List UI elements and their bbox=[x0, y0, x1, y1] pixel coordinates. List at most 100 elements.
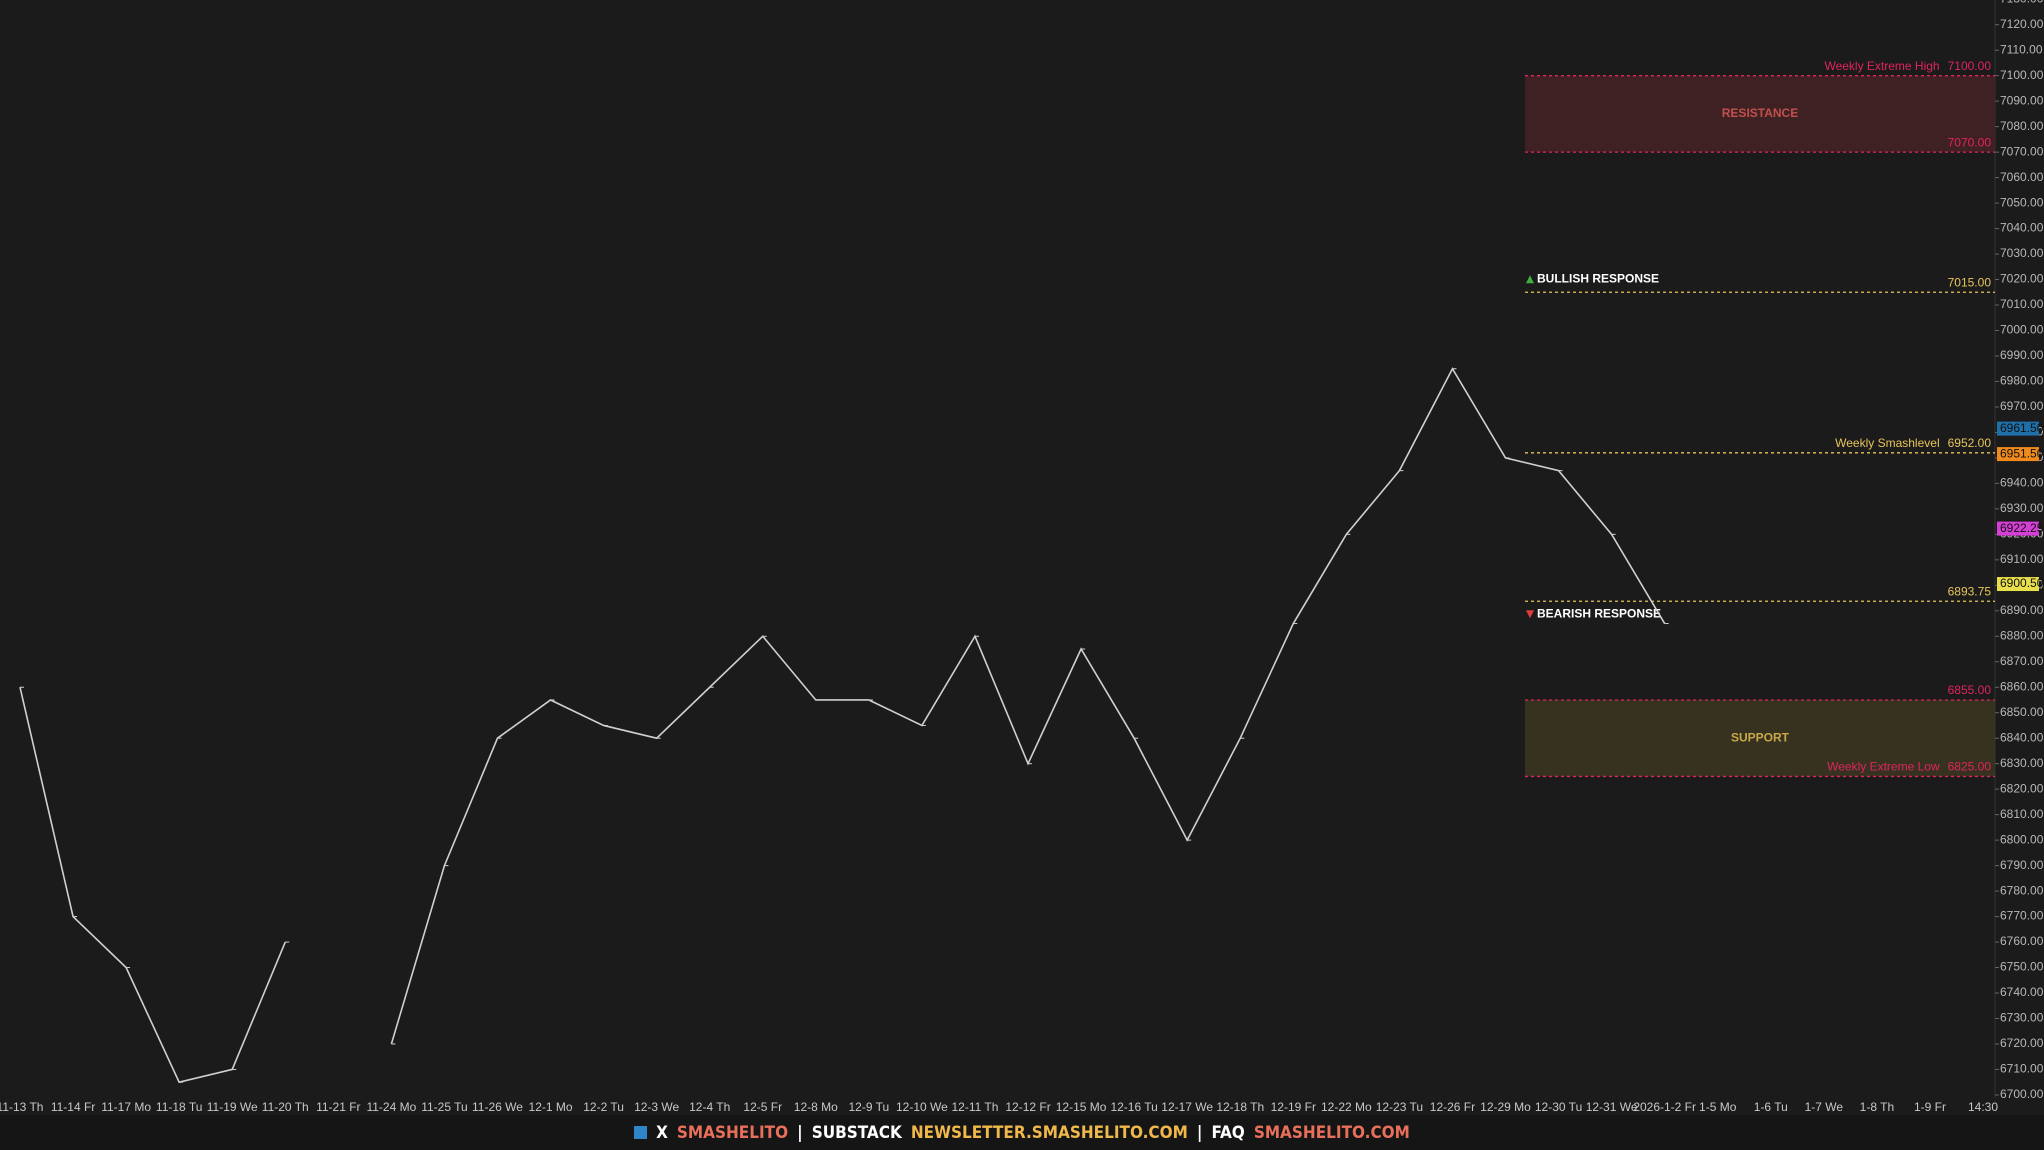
y-tick-label: 6750.00 bbox=[2000, 960, 2044, 974]
level-value: 6893.75 bbox=[1948, 584, 1992, 598]
y-tick-label: 6760.00 bbox=[2000, 934, 2044, 948]
level-value: 7100.00 bbox=[1948, 59, 1992, 73]
y-tick-label: 6740.00 bbox=[2000, 985, 2044, 999]
x-tick-label: 12-5 Fr bbox=[743, 1100, 782, 1114]
y-tick-label: 7040.00 bbox=[2000, 221, 2044, 235]
y-tick-label: 6820.00 bbox=[2000, 781, 2044, 795]
y-tick-label: 7090.00 bbox=[2000, 93, 2044, 107]
y-tick-label: 7030.00 bbox=[2000, 246, 2044, 260]
footer-text: X bbox=[656, 1122, 668, 1143]
response-marker bbox=[1526, 610, 1534, 619]
level-name: Weekly Extreme High bbox=[1824, 59, 1939, 73]
level-name: Weekly Smashlevel bbox=[1835, 436, 1939, 450]
x-tick-label: 12-10 We bbox=[896, 1100, 948, 1114]
price-tag-label: 6922.25 bbox=[2000, 521, 2044, 535]
y-tick-label: 6880.00 bbox=[2000, 628, 2044, 642]
price-tag-label: 6900.50 bbox=[2000, 576, 2044, 590]
x-tick-label: 1-6 Tu bbox=[1754, 1100, 1788, 1114]
footer-text: NEWSLETTER.SMASHELITO.COM bbox=[910, 1122, 1188, 1143]
x-tick-label: 11-18 Tu bbox=[156, 1100, 202, 1114]
y-tick-label: 7100.00 bbox=[2000, 68, 2044, 82]
x-tick-label: 1-9 Fr bbox=[1914, 1100, 1946, 1114]
x-tick-label: 12-15 Mo bbox=[1056, 1100, 1107, 1114]
y-tick-label: 6940.00 bbox=[2000, 476, 2044, 490]
x-tick-label: 2026-1-2 Fr bbox=[1633, 1100, 1696, 1114]
x-tick-label: 12-31 We bbox=[1586, 1100, 1638, 1114]
x-tick-label: 11-26 We bbox=[472, 1100, 523, 1114]
x-tick-label: 1-7 We bbox=[1805, 1100, 1844, 1114]
x-tick-label: 12-4 Th bbox=[689, 1100, 730, 1114]
price-tag bbox=[1997, 421, 2039, 436]
y-tick-label: 6780.00 bbox=[2000, 883, 2044, 897]
x-tick-label: 12-17 We bbox=[1161, 1100, 1213, 1114]
x-tick-label: 12-22 Mo bbox=[1321, 1100, 1372, 1114]
footer-text: | bbox=[1196, 1122, 1203, 1143]
level-value: 7015.00 bbox=[1948, 275, 1992, 289]
y-tick-label: 7130.00 bbox=[2000, 0, 2044, 5]
y-tick-label: 6830.00 bbox=[2000, 756, 2044, 770]
x-tick-label: 12-26 Fr bbox=[1430, 1100, 1475, 1114]
x-tick-label: 12-9 Tu bbox=[849, 1100, 890, 1114]
price-tag-label: 6951.50 bbox=[2000, 446, 2044, 460]
x-tick-label: 11-21 Fr bbox=[316, 1100, 360, 1114]
x-tick-label: 12-12 Fr bbox=[1005, 1100, 1050, 1114]
x-tick-label: 12-18 Th bbox=[1216, 1100, 1264, 1114]
price-tag bbox=[1997, 577, 2039, 592]
price-tag bbox=[1997, 447, 2039, 462]
x-tick-label: 11-19 We bbox=[207, 1100, 258, 1114]
zone bbox=[1525, 75, 1995, 153]
level-value: 7070.00 bbox=[1948, 135, 1992, 149]
y-tick-label: 7010.00 bbox=[2000, 297, 2044, 311]
zone bbox=[1525, 699, 1995, 777]
x-tick-label: 12-11 Th bbox=[952, 1100, 999, 1114]
x-tick-label: 11-25 Tu bbox=[421, 1100, 467, 1114]
footer-text: SMASHELITO bbox=[676, 1122, 789, 1143]
level-value: 6825.00 bbox=[1948, 760, 1992, 774]
y-tick-label: 6840.00 bbox=[2000, 730, 2044, 744]
level-value: 6952.00 bbox=[1948, 436, 1992, 450]
y-tick-label: 6770.00 bbox=[2000, 909, 2044, 923]
y-tick-label: 6700.00 bbox=[2000, 1087, 2044, 1101]
y-tick-label: 7070.00 bbox=[2000, 144, 2044, 158]
x-tick-label: 12-8 Mo bbox=[794, 1100, 838, 1114]
y-tick-label: 7110.00 bbox=[2000, 42, 2043, 56]
y-tick-label: 6850.00 bbox=[2000, 705, 2044, 719]
background bbox=[0, 0, 2044, 1115]
y-tick-label: 6710.00 bbox=[2000, 1062, 2044, 1076]
response-label: BEARISH RESPONSE bbox=[1537, 606, 1661, 620]
footer-icon bbox=[634, 1126, 648, 1139]
y-tick-label: 6800.00 bbox=[2000, 832, 2044, 846]
y-tick-label: 6730.00 bbox=[2000, 1011, 2044, 1025]
x-tick-label: 14:30 bbox=[1968, 1100, 1998, 1114]
x-tick-label: 11-20 Th bbox=[262, 1100, 309, 1114]
y-tick-label: 6890.00 bbox=[2000, 603, 2044, 617]
x-tick-label: 12-19 Fr bbox=[1271, 1100, 1316, 1114]
chart: 6700.00 6710.00 6720.00 6730.00 6740.00 6750.… bbox=[0, 0, 2044, 1115]
zone-label: RESISTANCE bbox=[1722, 106, 1798, 120]
y-tick-label: 7120.00 bbox=[2000, 17, 2044, 31]
price-tag bbox=[1997, 521, 2039, 536]
y-tick-label: 6860.00 bbox=[2000, 679, 2044, 693]
footer-text: SMASHELITO.COM bbox=[1253, 1122, 1410, 1143]
y-tick-label: 6720.00 bbox=[2000, 1036, 2044, 1050]
x-tick-label: 12-3 We bbox=[634, 1100, 679, 1114]
y-tick-label: 7020.00 bbox=[2000, 272, 2044, 286]
x-tick-label: 1-8 Th bbox=[1860, 1100, 1894, 1114]
zone-label: SUPPORT bbox=[1731, 730, 1790, 744]
x-tick-label: 12-29 Mo bbox=[1480, 1100, 1531, 1114]
price-line bbox=[19, 687, 287, 1084]
y-tick-label: 6990.00 bbox=[2000, 348, 2044, 362]
y-tick-label: 7050.00 bbox=[2000, 195, 2044, 209]
footer: X SMASHELITO | SUBSTACK NEWSLETTER.SMASHELIT… bbox=[0, 1115, 2044, 1150]
x-tick-label: 12-2 Tu bbox=[583, 1100, 624, 1114]
y-tick-label: 7060.00 bbox=[2000, 170, 2044, 184]
x-tick-label: 12-1 Mo bbox=[529, 1100, 573, 1114]
footer-text: FAQ bbox=[1211, 1122, 1245, 1143]
x-tick-label: 11-24 Mo bbox=[366, 1100, 416, 1114]
x-tick-label: 1-5 Mo bbox=[1699, 1100, 1737, 1114]
response-marker bbox=[1526, 275, 1534, 284]
x-tick-label: 12-30 Tu bbox=[1535, 1100, 1582, 1114]
x-tick-label: 12-16 Tu bbox=[1110, 1100, 1157, 1114]
x-tick-label: 12-23 Tu bbox=[1376, 1100, 1423, 1114]
